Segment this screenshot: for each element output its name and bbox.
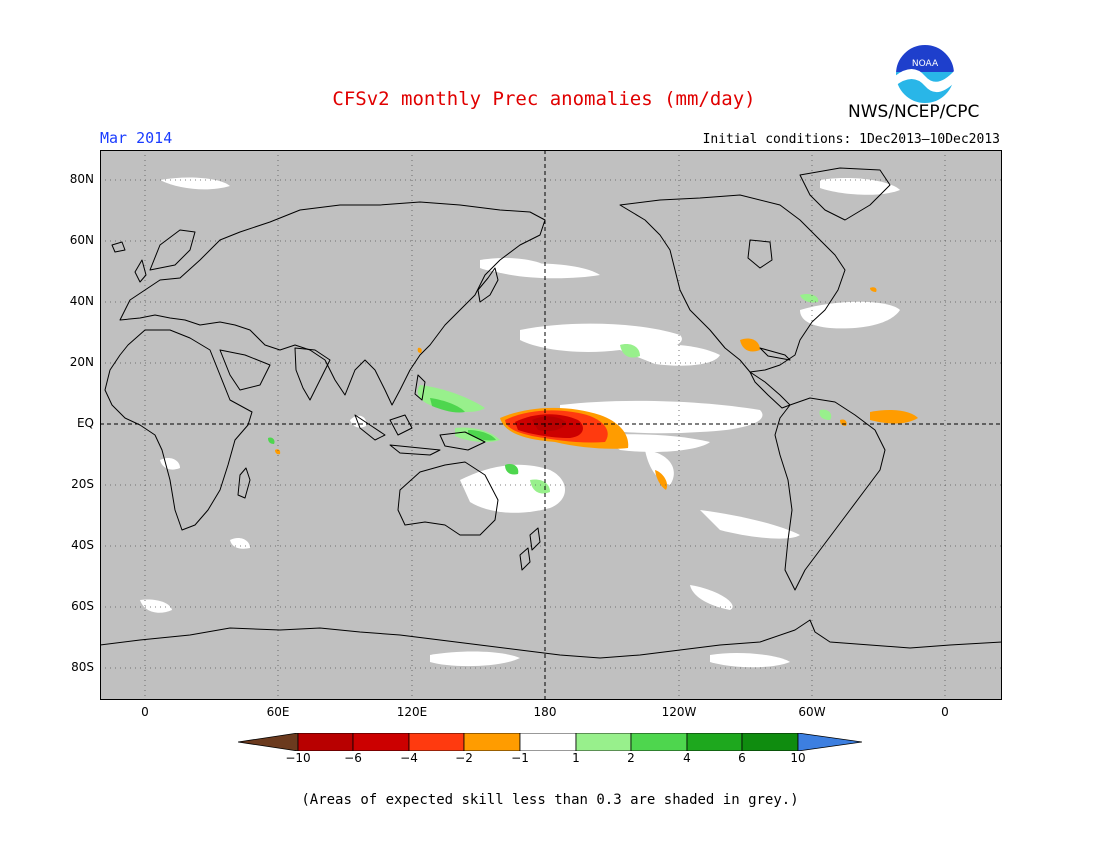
logo-bird [895, 69, 955, 93]
lon-label-0: 0 [141, 705, 149, 719]
lat-label-20s: 20S [71, 477, 94, 491]
colorbar-tick: −10 [285, 751, 311, 765]
skill-footnote: (Areas of expected skill less than 0.3 a… [301, 792, 799, 808]
noaa-logo: NOAA [894, 43, 956, 105]
precip-anomaly-map [100, 150, 1002, 700]
lat-label-40n: 40N [69, 294, 94, 308]
colorbar-swatch [686, 733, 743, 751]
colorbar-swatch [238, 733, 299, 751]
lon-label-60w: 60W [798, 705, 826, 719]
colorbar-swatch [352, 733, 410, 751]
colorbar-swatch [741, 733, 799, 751]
lat-label-80n: 80N [69, 172, 94, 186]
colorbar-swatch [408, 733, 465, 751]
coastlines [100, 167, 1002, 659]
lat-label-40s: 40S [71, 538, 94, 552]
lon-label-60e: 60E [266, 705, 290, 719]
colorbar-swatch [575, 733, 632, 751]
colorbar-swatch [463, 733, 521, 751]
map-grid [100, 150, 1002, 700]
lat-label-20n: 20N [69, 355, 94, 369]
lat-label-80s: 80S [71, 660, 94, 674]
lat-label-60n: 60N [69, 233, 94, 247]
dry-anomaly-regions [275, 287, 918, 490]
colorbar-swatch [630, 733, 688, 751]
lon-label-0-east: 0 [941, 705, 949, 719]
colorbar-tick: −2 [455, 751, 473, 765]
colorbar-swatch [297, 733, 354, 751]
colorbar-tick: 4 [683, 751, 691, 765]
colorbar-tick: −6 [344, 751, 362, 765]
colorbar-swatch [519, 733, 577, 751]
colorbar-tick: −1 [511, 751, 529, 765]
colorbar-tick: 6 [738, 751, 746, 765]
map-center-lines [100, 150, 1002, 700]
valid-month-label: Mar 2014 [100, 129, 173, 147]
agency-label: NWS/NCEP/CPC [848, 102, 980, 122]
colorbar-swatch [797, 733, 862, 751]
colorbar-tick: 10 [790, 751, 806, 765]
colorbar [238, 733, 862, 751]
lat-label-60s: 60S [71, 599, 94, 613]
chart-title: CFSv2 monthly Prec anomalies (mm/day) [332, 88, 756, 110]
colorbar-tick: 2 [627, 751, 635, 765]
lon-label-180: 180 [533, 705, 557, 719]
logo-text: NOAA [912, 59, 939, 69]
wet-anomaly-regions [268, 293, 832, 494]
lon-label-120w: 120W [661, 705, 697, 719]
lon-label-120e: 120E [396, 705, 428, 719]
colorbar-tick: −4 [400, 751, 418, 765]
colorbar-tick: 1 [572, 751, 580, 765]
lat-label-eq: EQ [76, 416, 94, 430]
initial-conditions-label: Initial conditions: 1Dec2013–10Dec2013 [702, 132, 1000, 147]
